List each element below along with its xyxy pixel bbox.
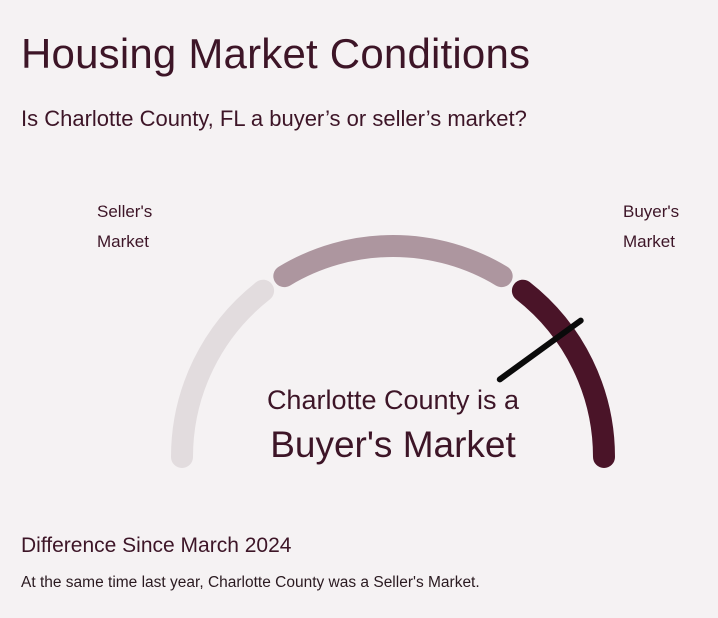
market-question: Is Charlotte County, FL a buyer’s or sel… (21, 106, 527, 131)
verdict-prefix: Charlotte County is a (266, 385, 520, 415)
difference-text: At the same time last year, Charlotte Co… (21, 574, 480, 591)
difference-heading: Difference Since March 2024 (21, 534, 292, 557)
page-title: Housing Market Conditions (21, 30, 531, 77)
verdict-result: Buyer's Market (270, 424, 516, 465)
sellers-market-label: Seller's Market (97, 202, 153, 251)
gauge-segment-sellers (171, 279, 275, 468)
buyers-market-label: Buyer's Market (623, 202, 680, 251)
gauge-segment-buyers (511, 279, 615, 468)
gauge-segment-balanced (273, 235, 513, 288)
gauge-needle (496, 317, 584, 383)
